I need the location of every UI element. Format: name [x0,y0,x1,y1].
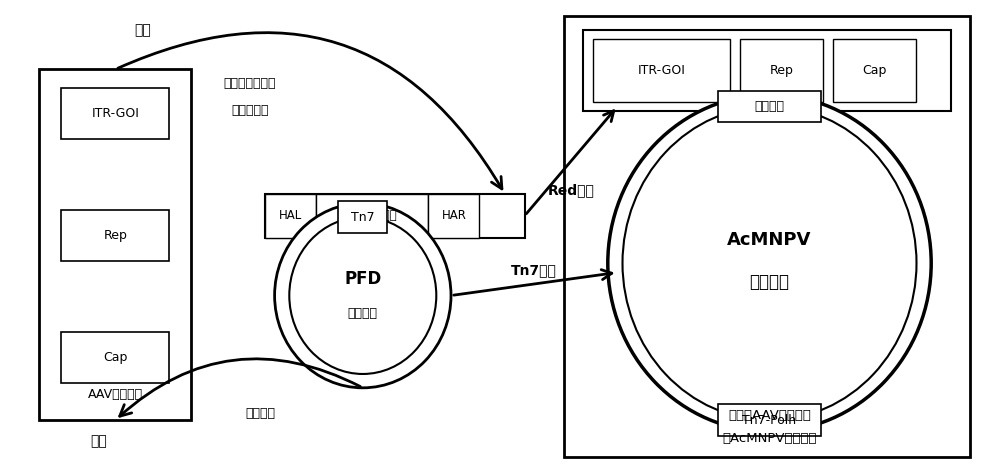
FancyBboxPatch shape [61,88,169,138]
Ellipse shape [289,217,436,374]
Text: 重组杆粒: 重组杆粒 [750,273,790,291]
Text: Rep: Rep [103,229,127,242]
Text: 的AcMNPV重组杆粒: 的AcMNPV重组杆粒 [722,432,817,445]
FancyBboxPatch shape [61,210,169,261]
FancyBboxPatch shape [338,201,387,233]
Text: AAV包装元件: AAV包装元件 [88,388,143,401]
FancyBboxPatch shape [564,16,970,457]
Text: HAR: HAR [442,210,466,222]
Text: AcMNPV: AcMNPV [727,231,812,249]
Text: 必需基因: 必需基因 [755,100,784,113]
FancyBboxPatch shape [316,194,428,238]
Ellipse shape [608,95,931,431]
Text: ITR-GOI: ITR-GOI [638,64,686,77]
FancyBboxPatch shape [61,333,169,383]
Text: 克隆: 克隆 [90,434,107,448]
FancyBboxPatch shape [428,194,479,238]
FancyBboxPatch shape [593,39,730,102]
FancyBboxPatch shape [833,39,916,102]
Text: 至少一个元件或: 至少一个元件或 [224,77,276,89]
Text: Tn7-Polh: Tn7-Polh [742,414,797,427]
Text: Cap: Cap [103,351,128,365]
FancyBboxPatch shape [265,194,316,238]
Text: 其余元件: 其余元件 [245,406,275,420]
Text: 穿梭载体: 穿梭载体 [348,308,378,320]
Text: Tn7重组: Tn7重组 [511,263,557,277]
Text: HAL: HAL [279,210,302,222]
Text: Cap: Cap [863,64,887,77]
Text: 者全部元件: 者全部元件 [231,105,269,117]
Text: 克隆: 克隆 [134,23,151,37]
Text: Tn7: Tn7 [351,211,375,224]
Text: Rep: Rep [770,64,794,77]
FancyBboxPatch shape [740,39,823,102]
FancyBboxPatch shape [265,194,524,238]
Text: AAV包装元件: AAV包装元件 [346,210,398,222]
Text: PFD: PFD [344,270,381,288]
FancyBboxPatch shape [718,405,821,436]
Text: 整合了AAV包装元件: 整合了AAV包装元件 [728,409,811,422]
Text: ITR-GOI: ITR-GOI [91,106,139,120]
FancyBboxPatch shape [39,69,191,420]
Ellipse shape [622,106,916,420]
FancyBboxPatch shape [718,90,821,122]
FancyBboxPatch shape [583,30,951,111]
Text: Red重组: Red重组 [548,184,594,197]
Ellipse shape [275,203,451,388]
